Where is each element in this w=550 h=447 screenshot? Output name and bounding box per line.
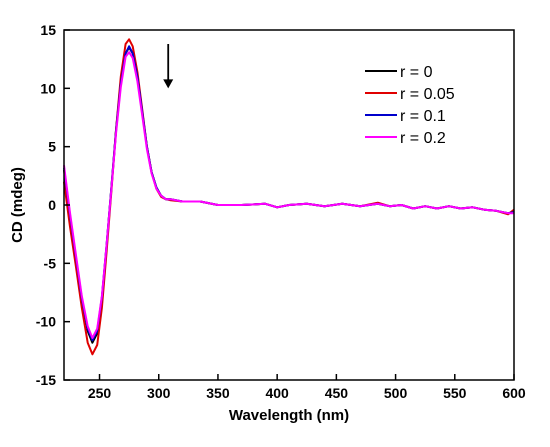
- legend-label-0: r = 0: [400, 64, 433, 81]
- legend-label-2: r = 0.1: [400, 108, 446, 125]
- legend: r = 0 r = 0.05 r = 0.1 r = 0.2: [365, 64, 455, 147]
- x-tick-label-7: 600: [502, 385, 526, 401]
- x-tick-label-3: 400: [265, 385, 289, 401]
- x-tick-label-5: 500: [384, 385, 408, 401]
- y-tick-label-5: 10: [40, 80, 56, 96]
- x-tick-label-6: 550: [443, 385, 467, 401]
- tick-labels-layer: 250 300 350 400 450 500 550 600 -15 -10 -5 0 5 10 15: [36, 22, 526, 401]
- y-tick-label-0: -15: [36, 372, 56, 388]
- y-tick-label-2: -5: [44, 255, 57, 271]
- x-tick-label-1: 300: [147, 385, 171, 401]
- ticks-layer: [64, 29, 515, 381]
- x-tick-label-0: 250: [88, 385, 112, 401]
- y-tick-label-6: 15: [40, 22, 56, 38]
- y-tick-label-4: 5: [48, 139, 56, 155]
- y-tick-label-1: -10: [36, 314, 56, 330]
- x-axis-title: Wavelength (nm): [229, 407, 349, 424]
- arrow-head: [163, 79, 174, 89]
- legend-label-1: r = 0.05: [400, 86, 455, 103]
- x-tick-label-4: 450: [325, 385, 349, 401]
- y-tick-label-3: 0: [48, 197, 56, 213]
- series-layer: [63, 38, 515, 356]
- legend-label-3: r = 0.2: [400, 130, 446, 147]
- x-tick-label-2: 350: [206, 385, 230, 401]
- y-axis-title: CD (mdeg): [9, 167, 26, 243]
- decrease-arrow-annotation: [163, 44, 174, 89]
- series-line-3: [63, 51, 514, 339]
